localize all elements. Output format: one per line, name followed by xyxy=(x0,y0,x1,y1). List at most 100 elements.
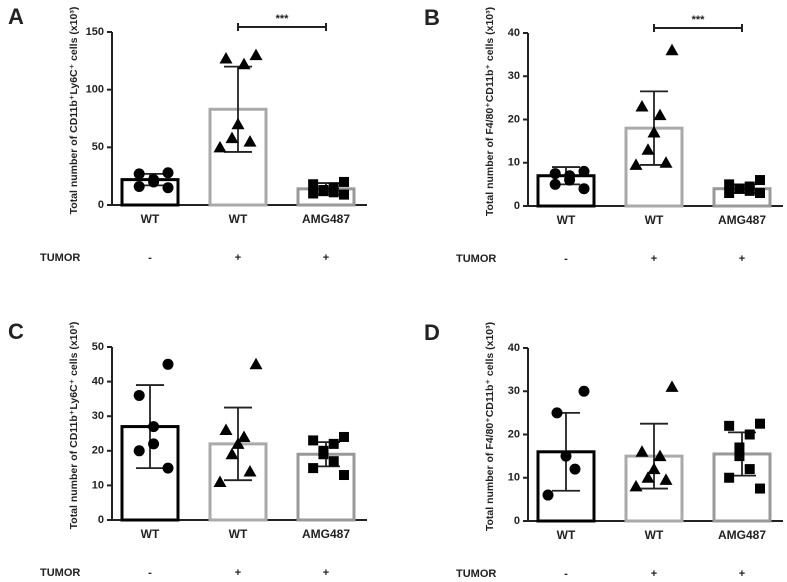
y-tick-label: 50 xyxy=(92,341,104,353)
data-point xyxy=(549,178,561,190)
row-value: + xyxy=(651,253,657,265)
panel-letter: B xyxy=(424,5,440,30)
data-point xyxy=(243,465,257,477)
data-point xyxy=(318,449,329,460)
y-tick-label: 150 xyxy=(86,26,104,38)
y-tick-label: 20 xyxy=(508,428,520,440)
significance-label: *** xyxy=(276,13,290,25)
row-value: + xyxy=(651,568,657,580)
data-point xyxy=(734,442,745,453)
panel: D Total number of F4/80⁺CD11b⁺ cells (x10… xyxy=(424,320,783,580)
data-point xyxy=(734,183,745,194)
data-point xyxy=(237,430,251,442)
data-point xyxy=(659,473,673,485)
data-point xyxy=(339,189,349,200)
x-tick-label: AMG487 xyxy=(302,527,350,541)
row-value: + xyxy=(235,567,241,579)
data-point xyxy=(665,380,679,392)
data-point xyxy=(647,462,661,475)
data-point xyxy=(653,449,667,462)
row-label: TUMOR xyxy=(456,568,496,580)
data-point xyxy=(647,125,661,138)
data-point xyxy=(231,117,245,130)
y-tick-label: 10 xyxy=(508,472,520,484)
row-value: - xyxy=(148,567,152,579)
data-point xyxy=(755,418,765,429)
data-point xyxy=(162,167,174,179)
x-tick-label: WT xyxy=(557,213,576,227)
x-tick-label: WT xyxy=(645,213,664,227)
data-point xyxy=(249,48,263,61)
row-label: TUMOR xyxy=(40,567,80,579)
data-point xyxy=(665,43,679,56)
panel: A Total number of CD11b⁺Ly6C⁺ cells (x10³… xyxy=(8,4,367,264)
data-point xyxy=(133,168,145,180)
data-point xyxy=(549,168,561,180)
x-tick-label: WT xyxy=(141,212,160,226)
y-tick-label: 50 xyxy=(92,141,104,153)
x-tick-label: WT xyxy=(229,212,248,226)
data-point xyxy=(328,438,339,449)
data-point xyxy=(162,358,174,370)
data-point xyxy=(744,429,755,440)
x-tick-label: WT xyxy=(141,527,160,541)
data-point xyxy=(133,389,145,401)
data-point xyxy=(308,435,319,446)
data-point xyxy=(635,445,649,457)
data-point xyxy=(755,188,765,199)
y-axis-label: Total number of F4/80⁺CD11b⁺ cells (x10³… xyxy=(484,322,496,531)
panel-letter: C xyxy=(8,319,24,344)
y-tick-label: 0 xyxy=(98,514,104,526)
data-point xyxy=(148,421,160,433)
data-point xyxy=(225,447,239,460)
data-point xyxy=(231,437,245,449)
data-point xyxy=(162,182,174,194)
y-axis-label: Total number of F4/80⁺CD11b⁺ cells (x10³… xyxy=(484,7,496,216)
data-point xyxy=(641,471,655,483)
data-point xyxy=(339,431,349,442)
data-point xyxy=(308,463,319,474)
y-tick-label: 0 xyxy=(514,200,520,212)
data-point xyxy=(249,357,263,370)
data-point xyxy=(724,420,735,431)
data-point xyxy=(243,135,257,147)
data-point xyxy=(653,108,667,121)
data-point xyxy=(237,57,251,70)
x-tick-label: WT xyxy=(557,528,576,542)
y-tick-label: 40 xyxy=(508,342,520,354)
data-point xyxy=(318,186,329,197)
data-point xyxy=(724,179,735,190)
data-point xyxy=(744,185,755,196)
row-value: + xyxy=(739,253,745,265)
data-point xyxy=(744,464,755,475)
data-point xyxy=(569,463,581,475)
y-tick-label: 20 xyxy=(508,113,520,125)
data-point xyxy=(213,140,227,153)
data-point xyxy=(328,187,339,198)
data-point xyxy=(213,475,227,487)
y-tick-label: 20 xyxy=(92,445,104,457)
data-point xyxy=(148,438,160,450)
data-point xyxy=(339,470,349,481)
y-tick-label: 0 xyxy=(514,515,520,527)
y-tick-label: 10 xyxy=(92,479,104,491)
row-value: + xyxy=(323,252,329,264)
panel-letter: A xyxy=(8,4,24,29)
row-value: - xyxy=(148,252,152,264)
x-tick-label: AMG487 xyxy=(718,528,766,542)
data-point xyxy=(629,479,643,492)
data-point xyxy=(755,175,765,186)
data-point xyxy=(724,472,735,483)
data-point xyxy=(148,176,160,188)
y-tick-label: 10 xyxy=(508,157,520,169)
row-value: + xyxy=(235,252,241,264)
x-tick-label: WT xyxy=(229,527,248,541)
row-label: TUMOR xyxy=(40,252,80,264)
data-point xyxy=(328,456,339,467)
data-point xyxy=(133,181,145,193)
data-point xyxy=(578,183,590,195)
panel: B Total number of F4/80⁺CD11b⁺ cells (x10… xyxy=(424,5,783,265)
panel: C Total number of CD11b⁺Ly6C⁺ cells (x10³… xyxy=(8,319,367,579)
x-tick-label: AMG487 xyxy=(718,213,766,227)
y-tick-label: 30 xyxy=(508,70,520,82)
